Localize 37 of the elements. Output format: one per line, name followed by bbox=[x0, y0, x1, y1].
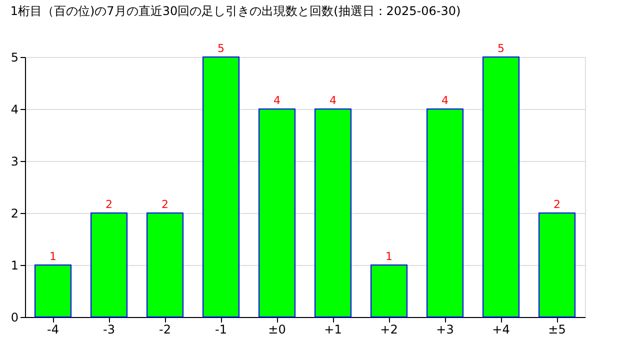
bar bbox=[146, 212, 184, 318]
bar bbox=[34, 264, 72, 318]
x-tick-label: -3 bbox=[103, 322, 115, 336]
data-label: 2 bbox=[554, 198, 560, 211]
bar bbox=[538, 212, 576, 318]
bar bbox=[426, 108, 464, 318]
y-tick-label: 3 bbox=[10, 154, 18, 168]
data-label: 2 bbox=[106, 198, 112, 211]
bar bbox=[370, 264, 408, 318]
data-label: 5 bbox=[498, 42, 504, 55]
x-tick-label: +3 bbox=[436, 322, 454, 336]
data-label: 4 bbox=[330, 94, 336, 107]
bar bbox=[314, 108, 352, 318]
bar bbox=[90, 212, 128, 318]
y-tick-label: 2 bbox=[10, 206, 18, 220]
data-label: 4 bbox=[274, 94, 280, 107]
data-label: 2 bbox=[162, 198, 168, 211]
y-tick-label: 0 bbox=[10, 310, 18, 324]
x-tick-label: -1 bbox=[215, 322, 227, 336]
x-tick-label: -2 bbox=[159, 322, 171, 336]
bar bbox=[482, 56, 520, 318]
chart-title: 1桁目（百の位)の7月の直近30回の足し引きの出現数と回数(抽選日：2025-06-30) bbox=[10, 4, 461, 18]
x-tick-label: ±5 bbox=[548, 322, 566, 336]
data-label: 1 bbox=[50, 250, 56, 263]
y-tick-label: 1 bbox=[10, 258, 18, 272]
x-tick-label: +1 bbox=[324, 322, 342, 336]
x-tick-label: -4 bbox=[47, 322, 59, 336]
x-tick-label: +2 bbox=[380, 322, 398, 336]
bar bbox=[202, 56, 240, 318]
data-label: 1 bbox=[386, 250, 392, 263]
y-tick-label: 4 bbox=[10, 102, 18, 116]
bar bbox=[258, 108, 296, 318]
data-label: 5 bbox=[218, 42, 224, 55]
x-tick-label: ±0 bbox=[268, 322, 286, 336]
y-tick-label: 5 bbox=[10, 50, 18, 64]
data-label: 4 bbox=[442, 94, 448, 107]
x-tick-label: +4 bbox=[492, 322, 510, 336]
